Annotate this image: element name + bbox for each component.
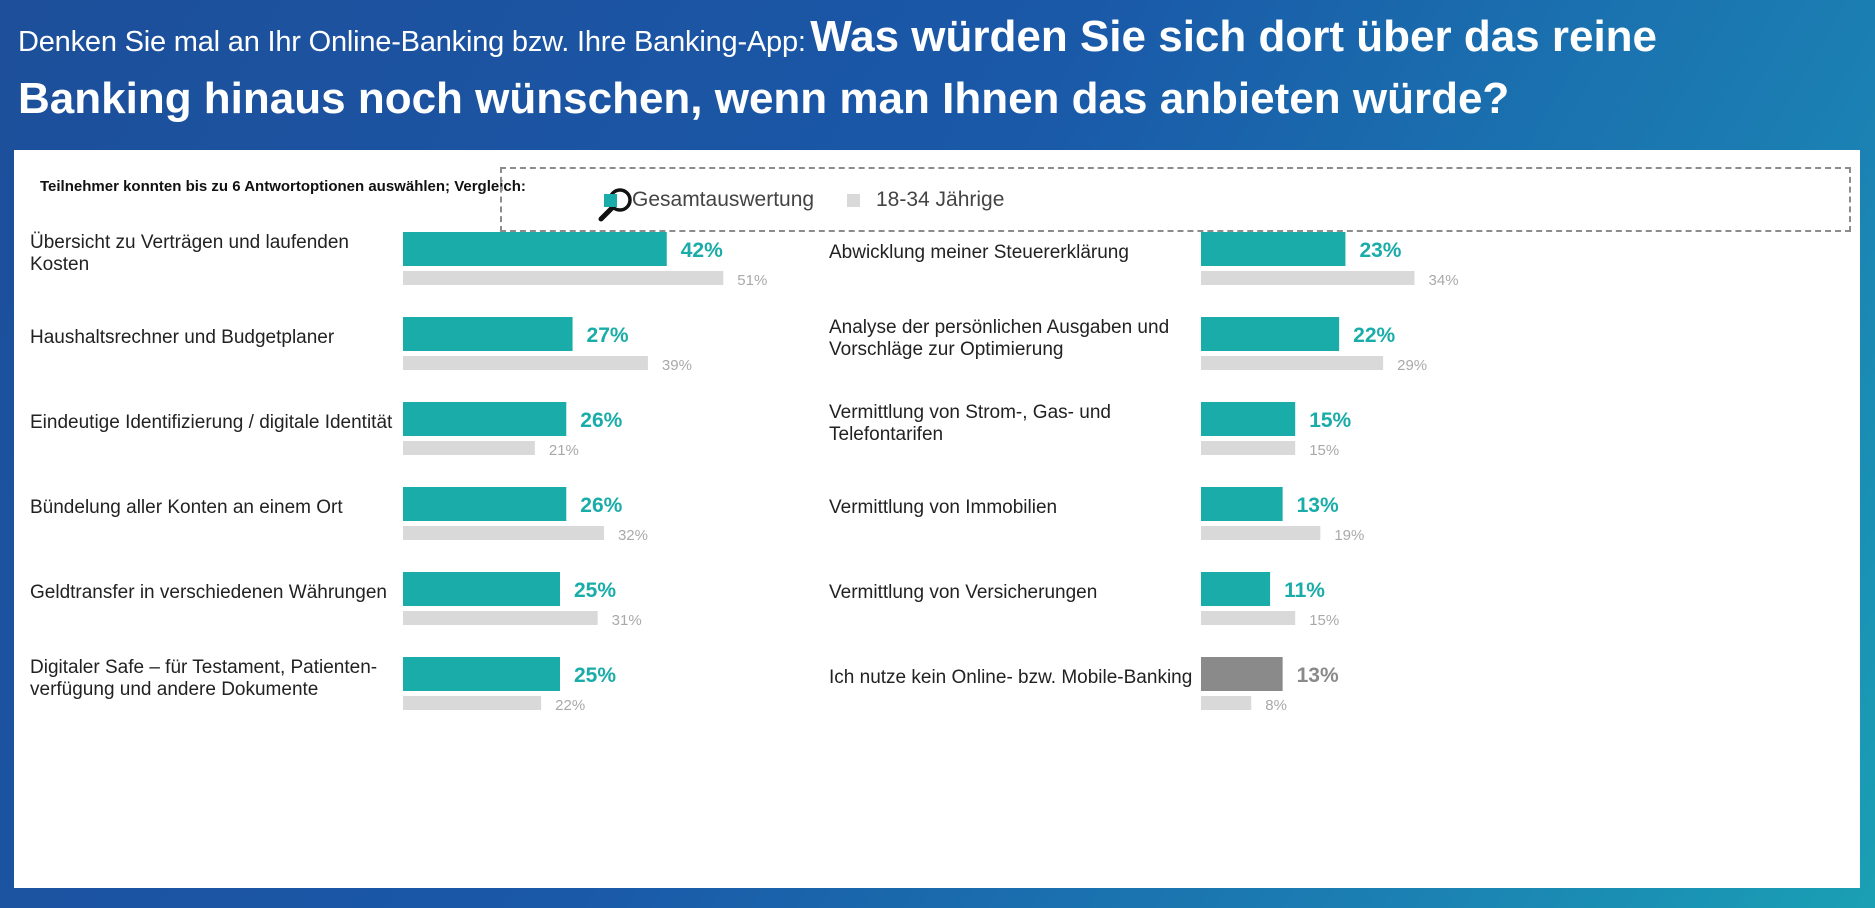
bar-chart: 42% 51% Übersicht zu Verträgen und laufend… bbox=[30, 232, 1459, 714]
data-label-total: 15% bbox=[1309, 409, 1351, 432]
title-line-1: Denken Sie mal an Ihr Online-Banking bzw… bbox=[18, 12, 1657, 62]
data-label-total: 25% bbox=[574, 664, 616, 687]
category-label: Vermittlung von Versicherungen bbox=[829, 582, 1097, 603]
bar-total bbox=[403, 317, 573, 351]
data-label-total: 27% bbox=[587, 324, 629, 347]
category-label: Abwicklung meiner Steuererklärung bbox=[829, 242, 1129, 263]
chart-panel: Teilnehmer konnten bis zu 6 Antwortoptio… bbox=[14, 150, 1860, 888]
category-label: verfügung und andere Dokumente bbox=[30, 679, 318, 700]
bar-young bbox=[1201, 441, 1296, 455]
legend-swatch-total bbox=[604, 194, 617, 207]
legend-label-total: Gesamtauswertung bbox=[632, 188, 815, 211]
data-label-young: 22% bbox=[555, 697, 585, 714]
data-label-young: 39% bbox=[662, 357, 692, 374]
category-label: Vermittlung von Immobilien bbox=[829, 497, 1057, 518]
bar-young bbox=[403, 271, 724, 285]
bar-young bbox=[403, 356, 648, 370]
title-question-part-1: Was würden Sie sich dort über das reine bbox=[810, 12, 1658, 61]
data-label-young: 19% bbox=[1334, 527, 1364, 544]
data-label-young: 31% bbox=[612, 612, 642, 629]
data-label-total: 26% bbox=[580, 409, 622, 432]
data-label-young: 15% bbox=[1309, 442, 1339, 459]
data-label-young: 32% bbox=[618, 527, 648, 544]
title-line-2: Banking hinaus noch wünschen, wenn man I… bbox=[18, 74, 1509, 124]
bar-young bbox=[1201, 696, 1252, 710]
data-label-total: 13% bbox=[1297, 494, 1339, 517]
bar-total bbox=[1201, 487, 1283, 521]
data-label-young: 21% bbox=[549, 442, 579, 459]
category-label: Telefontarifen bbox=[829, 424, 943, 445]
data-label-young: 34% bbox=[1429, 272, 1459, 289]
bar-total bbox=[1201, 232, 1346, 266]
legend-label-young: 18-34 Jährige bbox=[876, 188, 1005, 211]
bar-total bbox=[403, 487, 567, 521]
legend: Gesamtauswertung 18-34 Jährige bbox=[500, 167, 1851, 232]
bar-total bbox=[1201, 657, 1283, 691]
bar-total bbox=[1201, 317, 1340, 351]
data-label-total: 13% bbox=[1297, 664, 1339, 687]
title-intro: Denken Sie mal an Ihr Online-Banking bzw… bbox=[18, 26, 806, 58]
category-label: Übersicht zu Verträgen und laufenden bbox=[30, 232, 349, 253]
legend-swatch-young bbox=[847, 194, 860, 207]
data-label-total: 22% bbox=[1353, 324, 1395, 347]
data-label-young: 51% bbox=[737, 272, 767, 289]
survey-note: Teilnehmer konnten bis zu 6 Antwortoptio… bbox=[40, 178, 526, 195]
data-label-total: 25% bbox=[574, 579, 616, 602]
category-label: Kosten bbox=[30, 254, 89, 275]
bar-young bbox=[403, 696, 542, 710]
bar-young bbox=[403, 526, 604, 540]
category-label: Analyse der persönlichen Ausgaben und bbox=[829, 317, 1169, 338]
category-label: Vorschläge zur Optimierung bbox=[829, 339, 1063, 360]
bar-total bbox=[403, 402, 567, 436]
bar-young bbox=[403, 441, 535, 455]
category-label: Eindeutige Identifizierung / digitale Id… bbox=[30, 412, 393, 433]
bar-young bbox=[1201, 271, 1415, 285]
bar-total bbox=[1201, 402, 1296, 436]
bar-young bbox=[403, 611, 598, 625]
data-label-total: 26% bbox=[580, 494, 622, 517]
data-label-young: 29% bbox=[1397, 357, 1427, 374]
data-label-young: 8% bbox=[1265, 697, 1287, 714]
bar-total bbox=[403, 657, 560, 691]
data-label-total: 11% bbox=[1284, 579, 1325, 602]
bar-total bbox=[1201, 572, 1271, 606]
title-question-part-2: Banking hinaus noch wünschen, wenn man I… bbox=[18, 74, 1510, 123]
data-label-total: 42% bbox=[681, 239, 723, 262]
category-label: Geldtransfer in verschiedenen Währungen bbox=[30, 582, 387, 603]
bar-total bbox=[403, 232, 667, 266]
bar-young bbox=[1201, 526, 1321, 540]
data-label-young: 15% bbox=[1309, 612, 1339, 629]
data-label-total: 23% bbox=[1359, 239, 1401, 262]
category-label: Bündelung aller Konten an einem Ort bbox=[30, 497, 343, 518]
bar-young bbox=[1201, 356, 1384, 370]
category-label: Ich nutze kein Online- bzw. Mobile-Banki… bbox=[829, 667, 1192, 688]
category-label: Haushaltsrechner und Budgetplaner bbox=[30, 327, 335, 348]
category-label: Digitaler Safe – für Testament, Patiente… bbox=[30, 657, 377, 678]
bar-young bbox=[1201, 611, 1296, 625]
bar-total bbox=[403, 572, 560, 606]
category-label: Vermittlung von Strom-, Gas- und bbox=[829, 402, 1111, 423]
